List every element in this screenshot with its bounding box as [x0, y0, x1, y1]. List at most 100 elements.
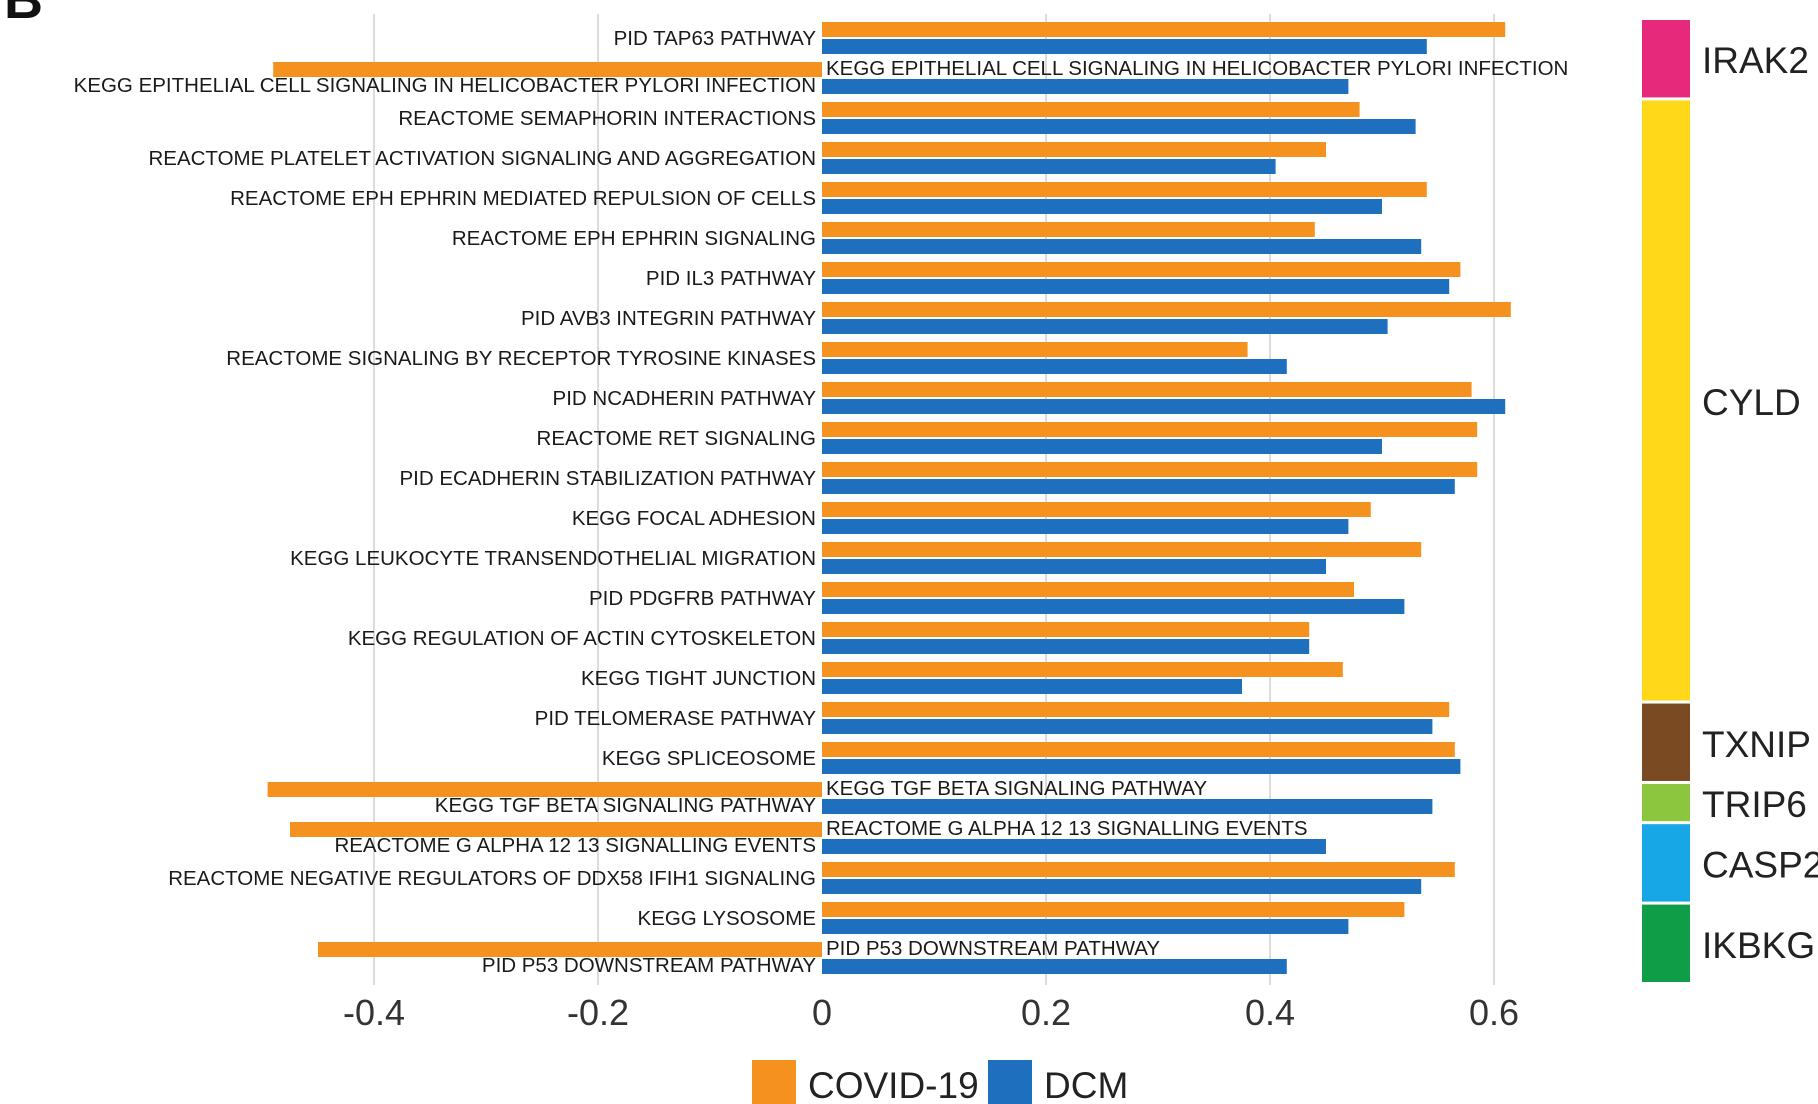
- category-label: KEGG LEUKOCYTE TRANSENDOTHELIAL MIGRATIO…: [290, 547, 816, 570]
- category-label: REACTOME EPH EPHRIN SIGNALING: [452, 227, 816, 250]
- bar-dcm-24: [822, 959, 1287, 974]
- category-label: PID PDGFRB PATHWAY: [589, 587, 816, 610]
- bar-covid-19-8: [822, 302, 1511, 317]
- category-label: PID P53 DOWNSTREAM PATHWAY: [482, 954, 816, 977]
- gene-label-trip6: TRIP6: [1702, 784, 1807, 825]
- bar-dcm-8: [822, 319, 1388, 334]
- bar-dcm-7: [822, 279, 1450, 294]
- category-label: REACTOME SIGNALING BY RECEPTOR TYROSINE …: [226, 347, 816, 370]
- category-label: PID ECADHERIN STABILIZATION PATHWAY: [400, 467, 817, 490]
- bar-covid-19-10: [822, 382, 1472, 397]
- bar-dcm-13: [822, 519, 1349, 534]
- category-label: REACTOME G ALPHA 12 13 SIGNALLING EVENTS: [334, 834, 816, 857]
- bar-dcm-15: [822, 599, 1405, 614]
- gene-label-irak2: IRAK2: [1702, 40, 1809, 81]
- bar-dcm-14: [822, 559, 1326, 574]
- gene-block-irak2: [1642, 20, 1690, 98]
- bar-covid-19-2: [273, 62, 822, 77]
- gene-block-trip6: [1642, 783, 1690, 822]
- bar-dcm-6: [822, 239, 1422, 254]
- bar-covid-19-19: [822, 742, 1455, 757]
- bar-covid-19-3: [822, 102, 1360, 117]
- bar-covid-19-24: [318, 942, 822, 957]
- bar-dcm-18: [822, 719, 1433, 734]
- category-label: REACTOME PLATELET ACTIVATION SIGNALING A…: [148, 147, 816, 170]
- x-tick-label: 0.6: [1469, 992, 1519, 1033]
- bar-covid-19-23: [822, 902, 1405, 917]
- gene-annotation-strip: IRAK2 CYLD TXNIP TRIP6 CASP2 IKBKG: [1642, 20, 1818, 982]
- bar-covid-19-15: [822, 582, 1354, 597]
- category-label: KEGG FOCAL ADHESION: [572, 507, 816, 530]
- category-label: PID TELOMERASE PATHWAY: [535, 707, 817, 730]
- bar-covid-19-18: [822, 702, 1450, 717]
- legend-swatch-covid-19: [752, 1060, 796, 1104]
- x-tick-label: 0.2: [1021, 992, 1071, 1033]
- category-label: KEGG EPITHELIAL CELL SIGNALING IN HELICO…: [74, 74, 816, 97]
- bar-dcm-10: [822, 399, 1506, 414]
- gene-label-cyld: CYLD: [1702, 382, 1801, 423]
- category-label-right: PID P53 DOWNSTREAM PATHWAY: [826, 937, 1160, 960]
- bar-covid-19-5: [822, 182, 1427, 197]
- category-label: KEGG TIGHT JUNCTION: [581, 667, 816, 690]
- bar-dcm-21: [822, 839, 1326, 854]
- gene-block-casp2: [1642, 824, 1690, 902]
- category-label-right: KEGG EPITHELIAL CELL SIGNALING IN HELICO…: [826, 57, 1568, 80]
- gene-label-ikbkg: IKBKG: [1702, 925, 1815, 966]
- category-label: KEGG LYSOSOME: [638, 907, 816, 930]
- bar-dcm-19: [822, 759, 1461, 774]
- bars: [267, 22, 1511, 974]
- category-labels: PID TAP63 PATHWAY KEGG EPITHELIAL CELL SI…: [74, 27, 1569, 977]
- gene-block-ikbkg: [1642, 904, 1690, 982]
- bar-covid-19-14: [822, 542, 1422, 557]
- x-tick-label: -0.2: [567, 992, 629, 1033]
- category-label: REACTOME RET SIGNALING: [537, 427, 816, 450]
- bar-covid-19-22: [822, 862, 1455, 877]
- bar-covid-19-13: [822, 502, 1371, 517]
- bar-covid-19-6: [822, 222, 1315, 237]
- bar-dcm-22: [822, 879, 1422, 894]
- category-label: KEGG REGULATION OF ACTIN CYTOSKELETON: [348, 627, 816, 650]
- legend-label-covid-19: COVID-19: [808, 1065, 979, 1104]
- category-label: PID IL3 PATHWAY: [646, 267, 816, 290]
- category-label: PID TAP63 PATHWAY: [614, 27, 817, 50]
- bar-covid-19-7: [822, 262, 1461, 277]
- bar-covid-19-21: [290, 822, 822, 837]
- panel-label: B: [4, 0, 43, 30]
- bar-dcm-11: [822, 439, 1382, 454]
- category-label: REACTOME NEGATIVE REGULATORS OF DDX58 IF…: [168, 867, 816, 890]
- bar-covid-19-20: [267, 782, 823, 797]
- bar-covid-19-16: [822, 622, 1310, 637]
- bar-dcm-5: [822, 199, 1382, 214]
- bar-dcm-2: [822, 79, 1349, 94]
- category-label: KEGG TGF BETA SIGNALING PATHWAY: [435, 794, 817, 817]
- legend-swatch-dcm: [988, 1060, 1032, 1104]
- bar-dcm-4: [822, 159, 1276, 174]
- bar-covid-19-4: [822, 142, 1326, 157]
- x-tick-label: 0: [812, 992, 832, 1033]
- bar-covid-19-12: [822, 462, 1478, 477]
- bar-dcm-9: [822, 359, 1287, 374]
- bar-covid-19-9: [822, 342, 1248, 357]
- bar-covid-19-1: [822, 22, 1506, 37]
- bar-dcm-17: [822, 679, 1242, 694]
- gene-block-cyld: [1642, 100, 1690, 701]
- bar-covid-19-17: [822, 662, 1343, 677]
- category-label: REACTOME SEMAPHORIN INTERACTIONS: [398, 107, 816, 130]
- gene-block-txnip: [1642, 703, 1690, 781]
- x-tick-label: 0.4: [1245, 992, 1295, 1033]
- x-tick-label: -0.4: [343, 992, 405, 1033]
- x-axis-ticks: -0.4 -0.2 0 0.2 0.4 0.6: [343, 992, 1519, 1033]
- legend-label-dcm: DCM: [1044, 1065, 1128, 1104]
- category-label: KEGG SPLICEOSOME: [602, 747, 816, 770]
- gene-label-txnip: TXNIP: [1702, 724, 1811, 765]
- category-label-right: KEGG TGF BETA SIGNALING PATHWAY: [826, 777, 1208, 800]
- category-label: PID NCADHERIN PATHWAY: [553, 387, 817, 410]
- bar-dcm-20: [822, 799, 1433, 814]
- category-label: PID AVB3 INTEGRIN PATHWAY: [521, 307, 816, 330]
- category-label: REACTOME EPH EPHRIN MEDIATED REPULSION O…: [230, 187, 816, 210]
- bar-dcm-12: [822, 479, 1455, 494]
- bar-dcm-23: [822, 919, 1349, 934]
- bar-dcm-1: [822, 39, 1427, 54]
- legend: COVID-19 DCM: [752, 1060, 1128, 1104]
